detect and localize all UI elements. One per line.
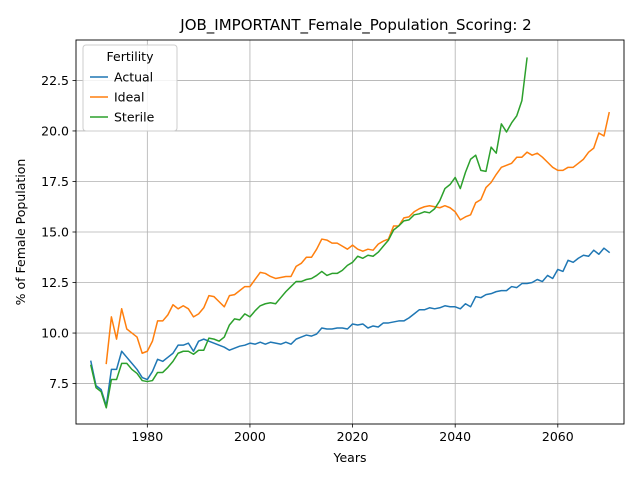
series-line-ideal xyxy=(105,111,611,365)
y-axis-ticks: 7.5 10.0 12.5 15.0 17.5 20.0 22.5 xyxy=(41,73,76,391)
x-tick-label: 2060 xyxy=(542,429,574,444)
y-tick-label: 22.5 xyxy=(41,73,69,88)
chart-title: JOB_IMPORTANT_Female_Population_Scoring:… xyxy=(179,16,531,35)
x-tick-label: 2040 xyxy=(439,429,471,444)
x-axis-label: Years xyxy=(333,450,367,465)
y-tick-label: 15.0 xyxy=(41,225,69,240)
x-tick-label: 1980 xyxy=(131,429,163,444)
x-tick-label: 2020 xyxy=(337,429,369,444)
series-line-sterile xyxy=(89,57,528,409)
x-axis-ticks: 1980 2000 2020 2040 2060 xyxy=(131,424,574,444)
y-tick-label: 12.5 xyxy=(41,275,69,290)
y-axis-label: % of Female Population xyxy=(13,159,28,306)
x-tick-label: 2000 xyxy=(234,429,266,444)
y-tick-label: 17.5 xyxy=(41,174,69,189)
y-tick-label: 7.5 xyxy=(49,376,69,391)
legend-label-sterile: Sterile xyxy=(114,110,155,125)
legend: Fertility Actual Ideal Sterile xyxy=(82,44,178,132)
legend-items: Actual Ideal Sterile xyxy=(90,70,155,125)
legend-box xyxy=(82,44,178,132)
series-line-actual xyxy=(89,247,611,407)
y-tick-label: 10.0 xyxy=(41,326,69,341)
y-tick-label: 20.0 xyxy=(41,123,69,138)
series-lines xyxy=(89,57,611,409)
legend-title: Fertility xyxy=(107,49,155,64)
legend-label-ideal: Ideal xyxy=(114,90,144,105)
legend-label-actual: Actual xyxy=(114,70,153,85)
